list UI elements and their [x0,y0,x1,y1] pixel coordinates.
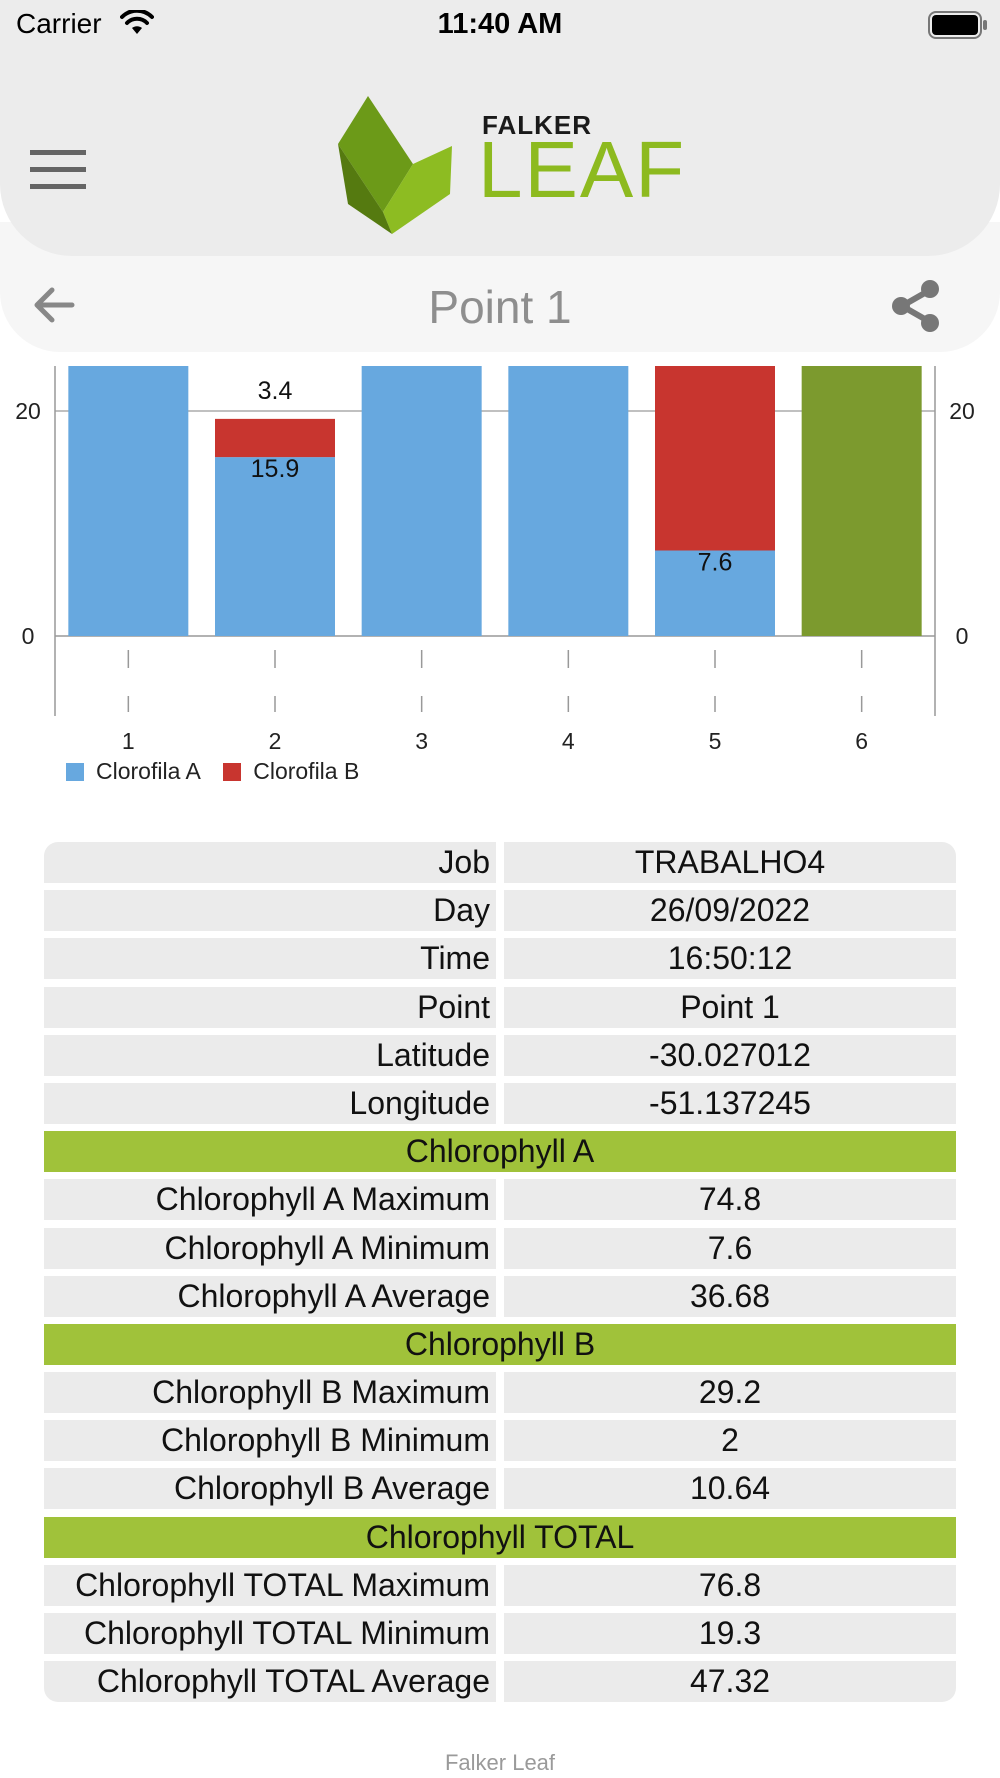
logo-name-text: LEAF [478,125,687,214]
row-value: 36.68 [504,1275,956,1317]
table-row: Chlorophyll TOTAL Maximum 76.8 [44,1564,956,1606]
y-tick-label-right: 20 [949,398,975,424]
row-label: Chlorophyll B Average [44,1468,496,1510]
row-label: Chlorophyll B Minimum [44,1420,496,1462]
row-label: Chlorophyll B Maximum [44,1372,496,1414]
section-header: Chlorophyll A [44,1131,956,1173]
y-tick-label-right: 0 [956,623,969,649]
row-value: 29.2 [504,1372,956,1414]
wifi-icon [120,8,154,41]
row-value: 47.32 [504,1661,956,1703]
footer-text: Falker Leaf [444,1750,556,1775]
x-tick-label: 5 [709,728,722,754]
x-tick-label: 6 [855,728,868,754]
row-label: Chlorophyll TOTAL Average [44,1661,496,1703]
clock: 11:40 AM [437,8,563,40]
row-value: 74.8 [504,1179,956,1221]
bar-segment [361,366,482,636]
row-value: 26/09/2022 [504,890,956,932]
y-tick-label-left: 0 [22,623,35,649]
row-label: Chlorophyll TOTAL Minimum [44,1613,496,1654]
bar-segment [655,366,775,551]
section-title: Chlorophyll B [404,1325,596,1362]
table-row: Longitude -51.137245 [44,1082,956,1124]
table-row: Chlorophyll A Minimum 7.6 [44,1227,956,1269]
bar-segment [215,457,335,636]
bar-segment [655,550,775,636]
legend-label-b: Clorofila B [253,758,360,784]
legend-swatch-b [223,762,242,781]
legend-item-clorofila-a: Clorofila A [66,758,201,785]
bar-data-label: 7.6 [698,549,733,577]
table-row: Latitude -30.027012 [44,1034,956,1076]
row-label: Time [44,938,496,980]
status-bar: Carrier 11:40 AM [0,0,1000,50]
carrier-label: Carrier [16,8,102,39]
chart-legend: Clorofila A Clorofila B [66,758,375,788]
section-header: Chlorophyll TOTAL [44,1516,956,1558]
row-value: 76.8 [504,1564,956,1606]
legend-label-a: Clorofila A [96,758,201,784]
bar-data-label: 3.4 [258,377,293,405]
section-title: Chlorophyll A [405,1133,595,1170]
row-value: -30.027012 [504,1034,956,1076]
row-label: Day [44,890,496,932]
back-arrow-icon[interactable] [30,280,80,330]
legend-swatch-a [66,762,84,781]
row-label: Chlorophyll A Average [44,1275,496,1317]
table-row: Job TRABALHO4 [44,842,956,883]
x-tick-label: 4 [562,728,575,754]
battery-icon [928,11,988,44]
table-row: Day 26/09/2022 [44,890,956,932]
row-value: 10.64 [504,1468,956,1510]
bar-segment [801,366,922,636]
measurement-table: Job TRABALHO4 Day 26/09/2022 Time 16:50:12 Poi… [44,842,956,1709]
bar-segment [68,366,189,636]
row-value: Point 1 [504,986,956,1028]
row-value: 19.3 [504,1613,956,1654]
row-value: TRABALHO4 [504,842,956,883]
row-value: -51.137245 [504,1082,956,1124]
row-label: Chlorophyll A Maximum [44,1179,496,1221]
bar-segment [508,366,629,636]
chlorophyll-bar-chart: 0 0 20 20 1 15.9 3.4 2 3 4 7.6 5 6 [15,366,975,754]
table-row: Chlorophyll A Average 36.68 [44,1275,956,1317]
bar-segment [215,418,335,458]
row-value: 16:50:12 [504,938,956,980]
falker-leaf-logo: FALKER LEAF [328,94,684,234]
row-label: Latitude [44,1034,496,1076]
table-row: Chlorophyll A Maximum 74.8 [44,1179,956,1221]
share-icon[interactable] [888,278,944,334]
x-tick-label: 1 [122,728,135,754]
table-row: Time 16:50:12 [44,938,956,980]
x-tick-label: 3 [415,728,428,754]
leaf-logo-icon [338,96,452,234]
bar-data-label: 15.9 [251,455,300,483]
section-title: Chlorophyll TOTAL [365,1518,635,1555]
x-tick-label: 2 [269,728,282,754]
hamburger-menu-icon[interactable] [30,150,86,190]
y-tick-label-left: 20 [15,398,41,424]
row-label: Point [44,986,496,1028]
table-row: Chlorophyll TOTAL Average 47.32 [44,1661,956,1703]
row-value: 7.6 [504,1227,956,1269]
row-value: 2 [504,1420,956,1462]
section-header: Chlorophyll B [44,1323,956,1365]
legend-item-clorofila-b: Clorofila B [223,758,359,785]
table-row: Point Point 1 [44,986,956,1028]
page-title: Point 1 [428,281,572,333]
row-label: Longitude [44,1082,496,1124]
table-row: Chlorophyll B Minimum 2 [44,1420,956,1462]
row-label: Job [44,842,496,883]
table-row: Chlorophyll B Average 10.64 [44,1468,956,1510]
table-row: Chlorophyll B Maximum 29.2 [44,1372,956,1414]
logo-brand-text: FALKER [482,110,592,140]
row-label: Chlorophyll A Minimum [44,1227,496,1269]
table-row: Chlorophyll TOTAL Minimum 19.3 [44,1613,956,1654]
row-label: Chlorophyll TOTAL Maximum [44,1564,496,1606]
